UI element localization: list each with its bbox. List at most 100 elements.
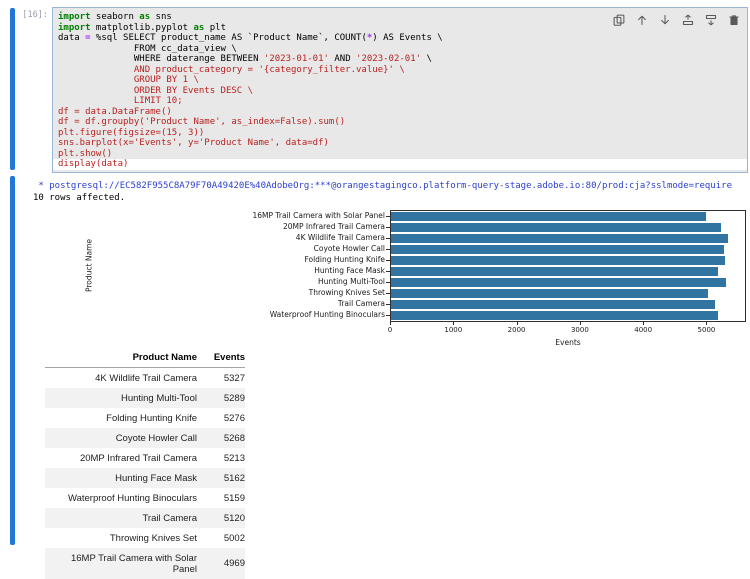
column-header: Events xyxy=(197,348,245,368)
y-tick-mark xyxy=(386,303,390,305)
table-row: Hunting Multi-Tool 5289 xyxy=(45,388,245,408)
code-token: as xyxy=(139,12,151,22)
column-header: Product Name xyxy=(45,348,197,368)
x-tick-label: 5000 xyxy=(697,326,716,334)
code-line: data = %sql SELECT product_name AS `Prod… xyxy=(53,33,747,44)
code-token: \ xyxy=(421,54,432,64)
x-tick-mark xyxy=(579,322,581,325)
code-token: df = df.groupby('Product Name', as_index… xyxy=(58,117,346,127)
product-name-cell: 4K Wildlife Trail Camera xyxy=(95,372,197,384)
x-tick-label: 1000 xyxy=(444,326,463,334)
product-name-cell: Throwing Knives Set xyxy=(109,532,197,544)
code-token: * xyxy=(366,33,373,43)
x-tick-label: 3000 xyxy=(570,326,589,334)
y-tick-label: Trail Camera xyxy=(337,298,385,308)
events-cell: 5002 xyxy=(223,532,245,544)
insert-cell-below-icon[interactable] xyxy=(705,13,717,26)
x-axis-label: Events xyxy=(555,338,581,347)
table-row: Trail Camera 5120 xyxy=(45,508,245,528)
chart-bar xyxy=(391,311,718,320)
y-tick-label: Folding Hunting Knife xyxy=(304,254,385,264)
events-cell: 5162 xyxy=(223,472,245,484)
insert-cell-above-icon[interactable] xyxy=(682,13,694,26)
table-row: Coyote Howler Call 5268 xyxy=(45,428,245,448)
code-token: data xyxy=(58,33,86,43)
code-line: plt.figure(figsize=(15, 3)) xyxy=(53,128,747,139)
y-tick-label: Hunting Face Mask xyxy=(314,265,385,275)
x-tick-mark xyxy=(706,322,708,325)
code-line: FROM cc_data_view \ xyxy=(53,44,747,55)
code-token: df = data.DataFrame() xyxy=(58,106,172,117)
code-token: seaborn xyxy=(90,12,140,22)
code-token: plt xyxy=(204,22,226,33)
stream-output: * postgresql://EC582F955C8A79F70A49420E%… xyxy=(33,181,732,204)
chart-bar xyxy=(391,289,708,298)
code-token: LIMIT 10; xyxy=(58,96,183,106)
delete-cell-icon[interactable] xyxy=(728,13,740,26)
y-tick-mark xyxy=(386,292,390,294)
events-cell: 5289 xyxy=(223,392,245,404)
table-header-row: Product Name Events xyxy=(45,348,245,368)
table-row: Throwing Knives Set 5002 xyxy=(45,528,245,548)
execution-count: [16]: xyxy=(22,10,48,20)
table-row: Waterproof Hunting Binoculars 5159 xyxy=(45,488,245,508)
product-name-cell: Hunting Face Mask xyxy=(115,472,197,484)
code-line: WHERE daterange BETWEEN '2023-01-01' AND… xyxy=(53,54,747,65)
code-line: df = data.DataFrame() xyxy=(53,107,747,118)
chart-bar xyxy=(391,300,716,309)
chart-bar xyxy=(391,256,725,265)
x-tick-label: 4000 xyxy=(634,326,653,334)
cell-output-collapser[interactable] xyxy=(10,176,15,545)
chart-bar xyxy=(391,278,726,287)
code-token: display(data) xyxy=(58,159,129,169)
code-token: plt.show() xyxy=(58,148,113,159)
y-tick-label: 20MP Infrared Trail Camera xyxy=(282,221,385,231)
product-name-cell: 20MP Infrared Trail Camera xyxy=(79,452,197,464)
events-cell: 5327 xyxy=(223,372,245,384)
cell-input-collapser[interactable] xyxy=(10,8,15,170)
table-row: Folding Hunting Knife 5276 xyxy=(45,408,245,428)
product-name-cell: Waterproof Hunting Binoculars xyxy=(67,492,197,504)
code-token: WHERE daterange BETWEEN xyxy=(58,54,264,64)
code-line: import seaborn as sns xyxy=(53,12,747,23)
table-row: 16MP Trail Camera with Solar Panel 4969 xyxy=(45,548,245,579)
events-cell: 5159 xyxy=(223,492,245,504)
code-token: FROM cc_data_view \ xyxy=(58,43,237,54)
code-token: AND xyxy=(328,54,357,64)
events-cell: 4969 xyxy=(223,558,245,569)
y-tick-mark xyxy=(386,314,390,316)
code-line: ORDER BY Events DESC \ xyxy=(53,86,747,97)
move-cell-down-icon[interactable] xyxy=(659,13,671,25)
table-row: 4K Wildlife Trail Camera 5327 xyxy=(45,368,245,389)
duplicate-cell-icon[interactable] xyxy=(613,13,625,26)
events-cell: 5213 xyxy=(223,452,245,464)
table-row: Hunting Face Mask 5162 xyxy=(45,468,245,488)
y-tick-mark xyxy=(386,215,390,217)
cell-toolbar xyxy=(613,13,740,26)
chart-bar xyxy=(391,234,729,243)
code-token: sns xyxy=(150,12,172,22)
code-line: sns.barplot(x='Events', y='Product Name'… xyxy=(53,138,747,149)
x-tick-label: 2000 xyxy=(507,326,526,334)
code-editor[interactable]: import seaborn as sns import matplotlib.p… xyxy=(52,7,748,173)
x-tick-mark xyxy=(453,322,455,325)
code-token: ORDER BY Events DESC \ xyxy=(58,85,254,96)
connection-string: * postgresql://EC582F955C8A79F70A49420E%… xyxy=(33,181,732,191)
events-cell: 5268 xyxy=(223,432,245,444)
y-tick-mark xyxy=(386,270,390,272)
y-tick-label: Throwing Knives Set xyxy=(308,287,385,297)
result-table: Product Name Events 4K Wildlife Trail Cam… xyxy=(45,348,245,579)
code-line: import matplotlib.pyplot as plt xyxy=(53,23,747,34)
x-tick-mark xyxy=(516,322,518,325)
y-tick-label: Waterproof Hunting Binoculars xyxy=(269,309,385,319)
chart-bar xyxy=(391,245,725,254)
y-tick-mark xyxy=(386,226,390,228)
code-line: plt.show() xyxy=(53,149,747,160)
code-line: df = df.groupby('Product Name', as_index… xyxy=(53,117,747,128)
move-cell-up-icon[interactable] xyxy=(636,13,648,26)
code-token: AND product_category = '{category_filter… xyxy=(58,64,405,75)
code-token: '2023-01-01' xyxy=(263,54,329,64)
chart-bar xyxy=(391,267,718,276)
code-line: display(data) xyxy=(53,159,747,170)
code-token: = xyxy=(85,33,91,43)
